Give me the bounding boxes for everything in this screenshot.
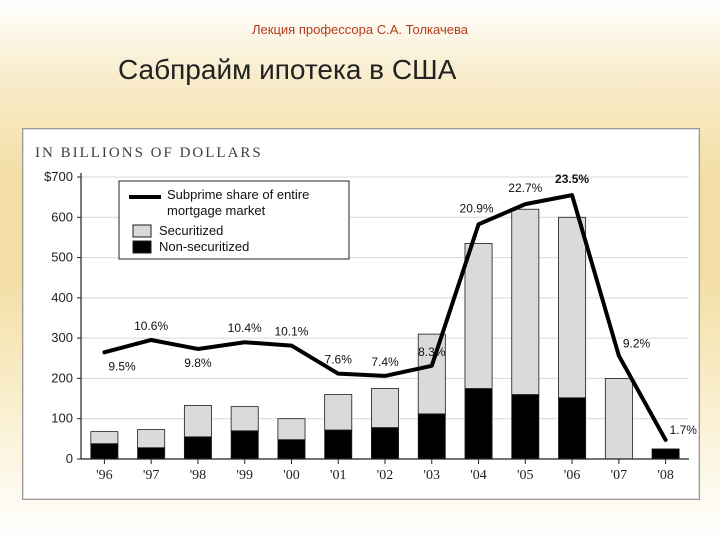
x-tick-label: '99 (236, 468, 253, 483)
share-pct-label: 8.3% (418, 345, 446, 359)
x-tick-label: '03 (424, 468, 441, 483)
legend-securitized: Securitized (159, 223, 223, 238)
x-tick-label: '00 (283, 468, 300, 483)
x-tick-label: '01 (330, 468, 347, 483)
share-pct-label: 9.8% (184, 356, 212, 370)
x-tick-label: '06 (564, 468, 581, 483)
bar-sec (138, 430, 165, 448)
share-pct-label: 23.5% (555, 172, 589, 186)
svg-text:500: 500 (51, 250, 73, 265)
svg-text:$700: $700 (44, 169, 73, 184)
svg-text:300: 300 (51, 330, 73, 345)
bar-nonsec (559, 398, 586, 459)
svg-text:0: 0 (66, 451, 73, 466)
share-pct-label: 22.7% (508, 181, 542, 195)
svg-text:200: 200 (51, 370, 73, 385)
share-pct-label: 10.1% (274, 325, 308, 339)
bar-nonsec (512, 395, 539, 459)
share-pct-label: 10.4% (228, 321, 262, 335)
share-pct-label: 9.2% (623, 337, 651, 351)
x-tick-label: '97 (143, 468, 160, 483)
bar-sec (559, 217, 586, 397)
x-tick-label: '98 (190, 468, 207, 483)
bar-nonsec (371, 428, 398, 459)
bar-nonsec (465, 389, 492, 460)
bar-nonsec (184, 437, 211, 459)
share-pct-label: 9.5% (108, 359, 136, 373)
bar-nonsec (325, 430, 352, 459)
share-pct-label: 7.6% (325, 353, 353, 367)
bar-sec (325, 395, 352, 430)
x-tick-label: '07 (611, 468, 628, 483)
bar-sec (605, 378, 632, 459)
bar-sec (231, 407, 258, 431)
bar-nonsec (138, 448, 165, 459)
bar-sec (184, 405, 211, 436)
legend-nonsecuritized: Non-securitized (159, 239, 249, 254)
bar-sec (465, 243, 492, 388)
bar-sec (91, 432, 118, 444)
x-tick-label: '08 (657, 468, 674, 483)
legend-line-label: Subprime share of entire (167, 187, 309, 202)
slide: Лекция профессора С.А. Толкачева Сабпрай… (0, 0, 720, 540)
svg-text:100: 100 (51, 411, 73, 426)
bar-nonsec (652, 449, 679, 459)
lecture-label: Лекция профессора С.А. Толкачева (0, 22, 720, 37)
share-pct-label: 10.6% (134, 319, 168, 333)
svg-text:mortgage market: mortgage market (167, 203, 266, 218)
bar-sec (512, 209, 539, 394)
share-pct-label: 20.9% (460, 201, 494, 215)
svg-text:400: 400 (51, 290, 73, 305)
slide-title: Сабпрайм ипотека в США (118, 54, 456, 86)
bar-nonsec (278, 440, 305, 459)
share-pct-label: 7.4% (371, 355, 399, 369)
subprime-chart: 0 100 200 300 400 500 600 $700 IN BILLIONS OF DO… (22, 128, 700, 500)
svg-text:IN BILLIONS OF DOLLARS: IN BILLIONS OF DOLLARS (35, 145, 263, 161)
svg-text:600: 600 (51, 209, 73, 224)
x-tick-label: '02 (377, 468, 394, 483)
share-pct-label: 1.7% (670, 423, 698, 437)
x-tick-label: '05 (517, 468, 534, 483)
x-tick-label: '96 (96, 468, 113, 483)
bar-nonsec (418, 414, 445, 459)
bar-sec (371, 389, 398, 428)
x-tick-label: '04 (470, 468, 487, 483)
bar-nonsec (91, 444, 118, 459)
bar-nonsec (231, 431, 258, 459)
bar-sec (278, 419, 305, 440)
